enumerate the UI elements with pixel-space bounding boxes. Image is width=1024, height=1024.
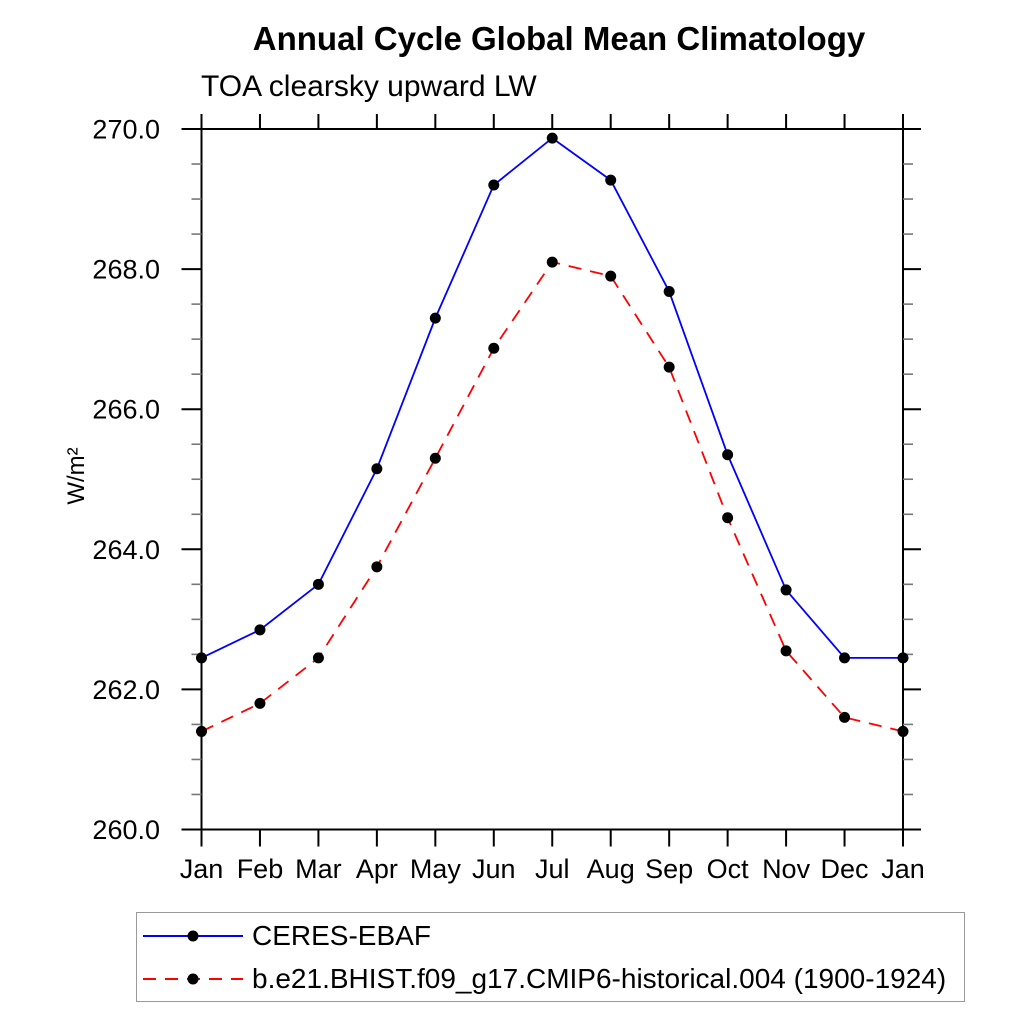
x-tick-label: Apr bbox=[356, 854, 398, 884]
data-point-marker bbox=[897, 725, 909, 737]
legend-swatch-dashed-line-icon bbox=[143, 973, 243, 985]
data-point-marker bbox=[839, 711, 851, 723]
data-point-marker bbox=[429, 452, 441, 464]
data-point-marker bbox=[196, 652, 207, 664]
data-point-marker bbox=[780, 645, 792, 657]
y-tick-label: 262.0 bbox=[92, 675, 160, 705]
x-tick-label: Dec bbox=[821, 854, 869, 884]
data-point-marker bbox=[371, 561, 383, 573]
x-tick-label: Aug bbox=[587, 854, 635, 884]
x-tick-label: Oct bbox=[707, 854, 750, 884]
data-point-marker bbox=[254, 697, 266, 709]
data-point-marker bbox=[546, 256, 558, 268]
data-point-marker bbox=[780, 584, 792, 596]
y-tick-label: 260.0 bbox=[92, 815, 160, 845]
legend-label-ceres: CERES-EBAF bbox=[252, 920, 431, 951]
data-point-marker bbox=[722, 449, 734, 461]
data-point-marker bbox=[254, 624, 266, 636]
data-point-marker bbox=[663, 361, 675, 373]
y-tick-label: 264.0 bbox=[92, 535, 160, 565]
data-point-marker bbox=[312, 578, 324, 590]
data-point-marker bbox=[663, 286, 675, 298]
x-tick-label: Jun bbox=[472, 854, 516, 884]
series-line-0 bbox=[201, 136, 903, 659]
y-tick-label: 270.0 bbox=[92, 115, 160, 145]
data-point-marker bbox=[897, 652, 909, 664]
x-tick-label: Jan bbox=[881, 854, 925, 884]
data-point-marker bbox=[371, 463, 383, 475]
legend-swatch-solid-line-icon bbox=[143, 930, 243, 942]
legend-item-ceres: CERES-EBAF bbox=[137, 920, 431, 951]
x-tick-label: Feb bbox=[237, 854, 284, 884]
x-tick-label: Nov bbox=[762, 854, 811, 884]
data-point-marker bbox=[546, 132, 558, 144]
x-tick-label: Jul bbox=[535, 854, 570, 884]
data-point-marker bbox=[605, 270, 617, 282]
legend-item-model: b.e21.BHIST.f09_g17.CMIP6-historical.004… bbox=[137, 963, 947, 994]
y-tick-label: 266.0 bbox=[92, 395, 160, 425]
data-point-marker bbox=[196, 725, 207, 737]
data-point-marker bbox=[605, 174, 617, 186]
x-tick-label: Mar bbox=[295, 854, 342, 884]
x-tick-label: Sep bbox=[645, 854, 693, 884]
page-title: Annual Cycle Global Mean Climatology bbox=[0, 20, 1024, 58]
chart-title-text: Annual Cycle Global Mean Climatology bbox=[252, 20, 866, 57]
y-tick-label: 268.0 bbox=[92, 255, 160, 285]
legend-label-model: b.e21.BHIST.f09_g17.CMIP6-historical.004… bbox=[252, 963, 947, 994]
data-point-marker bbox=[488, 179, 500, 191]
data-point-marker bbox=[429, 312, 441, 324]
x-tick-label: Jan bbox=[180, 854, 224, 884]
series-line-1 bbox=[201, 261, 904, 733]
legend: CERES-EBAF b.e21.BHIST.f09_g17.CMIP6-his… bbox=[136, 912, 965, 1002]
data-point-marker bbox=[722, 512, 734, 524]
data-point-marker bbox=[312, 652, 324, 664]
data-point-marker bbox=[839, 652, 851, 664]
chart-subtitle: TOA clearsky upward LW bbox=[201, 70, 537, 103]
data-point-marker bbox=[488, 342, 500, 354]
x-tick-label: May bbox=[410, 854, 462, 884]
